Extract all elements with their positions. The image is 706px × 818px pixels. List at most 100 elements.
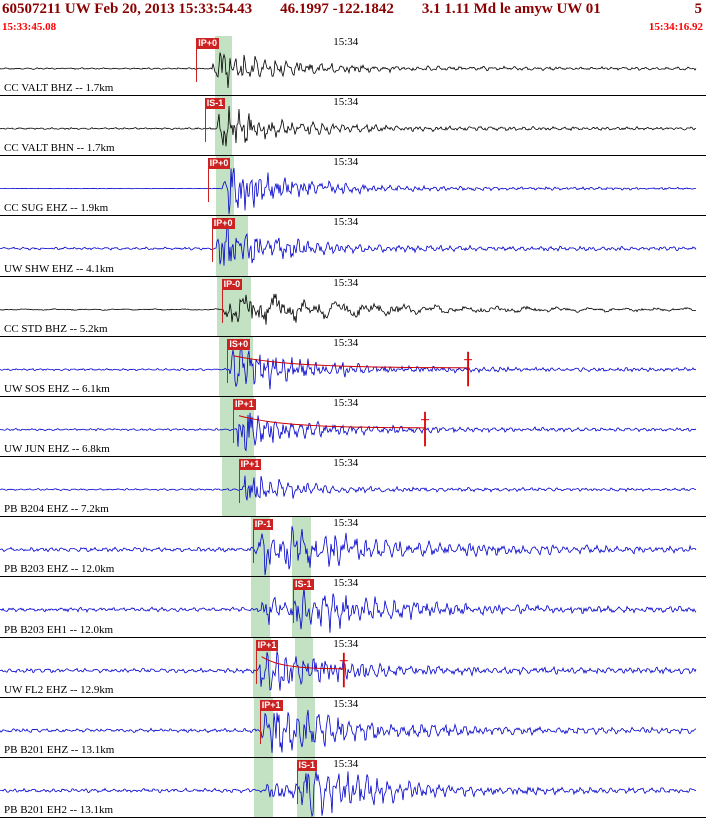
phase-pick-line [259,699,261,744]
minute-time-label: 15:34 [333,36,359,48]
trace-row[interactable]: IP+1 15:34 PB B201 EHZ -- 13.1km [0,697,706,758]
station-label: CC VALT BHZ -- 1.7km [4,82,114,95]
minute-time-label: 15:34 [333,336,359,349]
phase-pick-flag[interactable]: IS+0 [227,338,251,350]
station-label: UW SHW EHZ -- 4.1km [4,262,114,275]
station-label: PB B203 EH1 -- 12.0km [4,623,114,636]
trace-row[interactable]: IS-1 15:34 CC VALT BHN -- 1.7km [0,96,706,157]
phase-window-band [254,697,273,757]
phase-pick-flag[interactable]: IP+1 [238,459,262,471]
seismogram-waveform [0,411,697,452]
window-start-time: 15:33:45.08 [2,21,57,33]
phase-pick-line [296,759,298,804]
minute-time-label: 15:34 [333,156,359,169]
phase-pick-line [196,38,198,82]
station-label: UW SOS EHZ -- 6.1km [4,382,110,395]
phase-pick-flag[interactable]: IS-1 [296,759,318,771]
seismogram-waveform [0,526,697,576]
station-label: PB B201 EH2 -- 13.1km [4,804,114,817]
phase-pick-flag[interactable]: IP+0 [196,38,220,49]
phase-pick-flag[interactable]: IP-0 [221,278,243,290]
minute-time-label: 15:34 [333,577,359,590]
phase-window-band [220,396,239,457]
phase-pick-flag[interactable]: IP+1 [255,639,279,651]
page-number: 5 [694,1,703,17]
phase-window-band [235,276,252,336]
phase-window-band [216,156,234,216]
phase-pick-flag[interactable]: IS-1 [292,579,314,591]
phase-pick-line [232,398,234,443]
minute-time-label: 15:34 [333,757,359,770]
phase-pick-line [227,338,229,383]
trace-row[interactable]: IS-1 15:34 PB B201 EH2 -- 13.1km [0,757,706,818]
phase-pick-line [221,278,223,323]
trace-row[interactable]: IP+1 15:34 PB B204 EHZ -- 7.2km [0,457,706,518]
seismogram-waveform [0,225,697,267]
event-id-origin: 60507211 UW Feb 20, 2013 15:33:54.43 [2,1,253,17]
event-header: 60507211 UW Feb 20, 2013 15:33:54.43 46.… [2,1,702,18]
phase-window-band [221,457,241,517]
phase-pick-flag[interactable]: IP+1 [232,398,256,410]
phase-pick-line [252,519,254,564]
phase-window-band [251,577,270,637]
phase-pick-line [255,639,257,684]
station-label: CC STD BHZ -- 5.2km [4,322,108,335]
seismogram-waveform [0,338,697,390]
window-end-time: 15:34:16.92 [648,21,703,33]
phase-pick-line [238,459,240,504]
station-label: CC SUG EHZ -- 1.9km [4,202,109,215]
phase-window-band [252,637,272,697]
station-label: UW JUN EHZ -- 6.8km [4,443,110,456]
minute-time-label: 15:34 [333,216,359,229]
trace-row[interactable]: IS-1 15:34 PB B203 EH1 -- 12.0km [0,577,706,638]
coda-decay-line [261,655,344,669]
minute-time-label: 15:34 [333,396,359,409]
seismogram-waveform [0,293,697,325]
minute-time-label: 15:34 [333,697,359,710]
trace-row[interactable]: IP+1 15:34 UW FL2 EHZ -- 12.9km [0,637,706,698]
seismogram-waveform [0,106,697,147]
phase-window-band [254,757,273,818]
seismogram-waveform [0,475,697,501]
seismogram-waveform [0,588,697,634]
phase-pick-flag[interactable]: IP+0 [207,158,231,170]
phase-window-band [251,517,270,577]
phase-window-band [214,96,233,156]
seismogram-waveform [0,709,697,753]
time-window-header: 15:33:45.08 15:34:16.92 [2,21,703,33]
phase-pick-flag[interactable]: IS-1 [204,98,226,110]
station-label: CC VALT BHN -- 1.7km [4,142,115,155]
minute-time-label: 15:34 [333,276,359,289]
trace-row[interactable]: IP+0 15:34 CC VALT BHZ -- 1.7km [0,36,706,97]
station-label: UW FL2 EHZ -- 12.9km [4,683,114,696]
minute-time-label: 15:34 [333,517,359,530]
minute-time-label: 15:34 [333,637,359,650]
trace-row[interactable]: IP+0 15:34 CC SUG EHZ -- 1.9km [0,156,706,217]
seismogram-waveform [0,770,697,818]
phase-window-band [238,396,255,457]
phase-pick-line [204,98,206,143]
coda-decay-line [238,415,426,429]
trace-row[interactable]: IP-1 15:34 PB B203 EHZ -- 12.0km [0,517,706,578]
station-label: PB B204 EHZ -- 7.2km [4,503,109,516]
phase-pick-line [211,218,213,263]
trace-row[interactable]: IS+0 15:34 UW SOS EHZ -- 6.1km [0,336,706,397]
minute-time-label: 15:34 [333,96,359,109]
phase-pick-flag[interactable]: IP-1 [252,519,274,531]
trace-row[interactable]: IP+0 15:34 UW SHW EHZ -- 4.1km [0,216,706,277]
phase-window-band [240,457,256,517]
seismogram-waveform [0,650,697,691]
epicenter-coords: 46.1997 -122.1842 [280,1,394,17]
coda-decay-line [233,355,469,369]
phase-window-band [292,517,311,577]
station-label: PB B201 EHZ -- 13.1km [4,743,115,756]
phase-pick-flag[interactable]: IP+0 [211,218,235,230]
phase-pick-flag[interactable]: IP+1 [259,699,283,711]
seismogram-waveform [0,52,697,88]
trace-row[interactable]: IP-0 15:34 CC STD BHZ -- 5.2km [0,276,706,337]
magnitude-info: 3.1 1.11 Md le amyw UW 01 [421,1,601,17]
station-label: PB B203 EHZ -- 12.0km [4,563,115,576]
trace-row[interactable]: IP+1 15:34 UW JUN EHZ -- 6.8km [0,396,706,458]
phase-pick-line [292,579,294,624]
